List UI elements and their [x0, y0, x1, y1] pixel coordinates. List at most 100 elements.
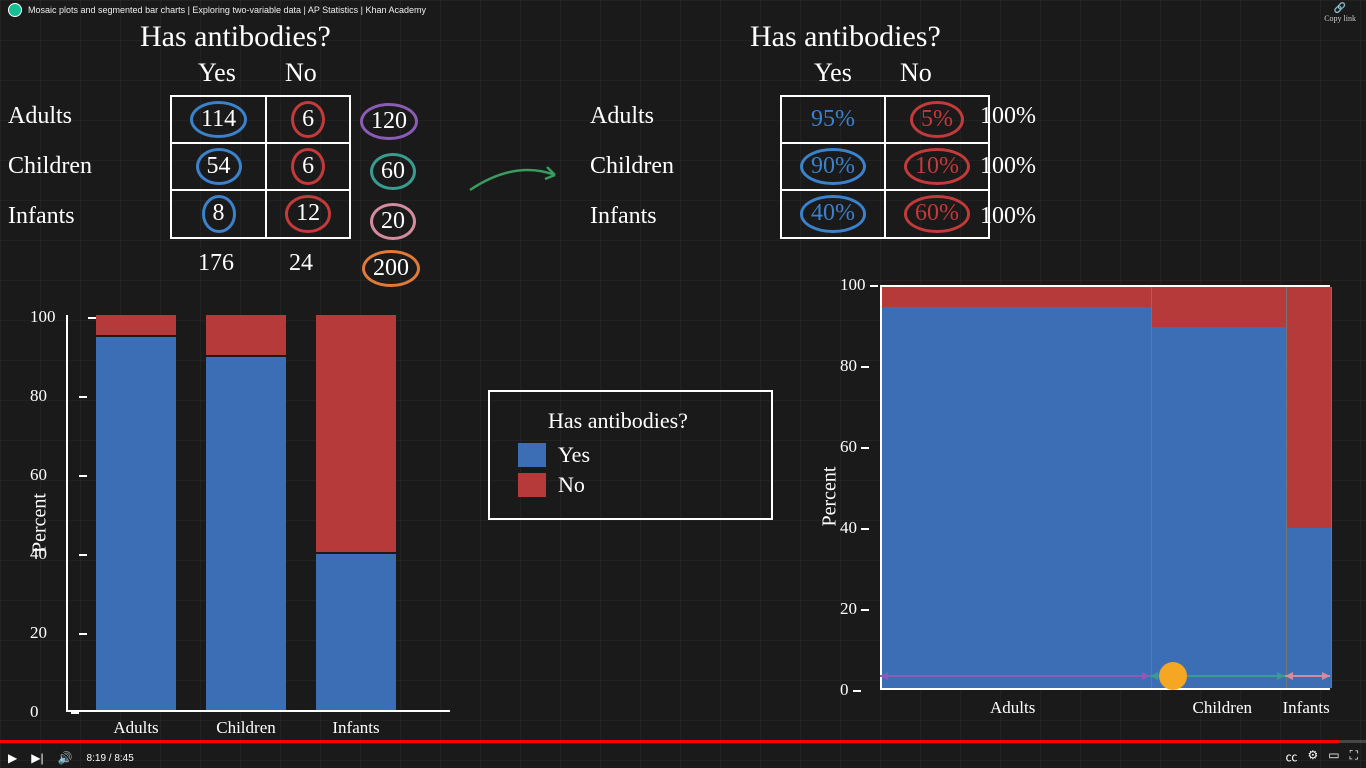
pct-rowtotal-1: 100%: [980, 153, 1036, 180]
left-col-no: No: [285, 58, 317, 88]
percent-table: 95% 5% 90% 10% 40% 60%: [780, 95, 990, 239]
mosaic-area: [880, 285, 1330, 690]
legend-swatch-yes: [518, 443, 546, 467]
captions-button[interactable]: ㏄: [1285, 748, 1297, 765]
seg-ytick: 80: [30, 386, 47, 406]
cell-children-yes: 54: [196, 148, 242, 185]
seg-bar: [316, 315, 396, 710]
right-row-adults: Adults: [590, 103, 654, 130]
rowtotal-adults: 120: [360, 103, 418, 140]
timestamp: 8:19 / 8:45: [87, 753, 134, 764]
right-col-no: No: [900, 58, 932, 88]
right-col-yes: Yes: [814, 58, 852, 88]
left-row-children: Children: [8, 153, 92, 180]
video-title-bar: Mosaic plots and segmented bar charts | …: [0, 0, 1366, 20]
play-button[interactable]: ▶: [8, 751, 17, 765]
mosaic-no: [1152, 287, 1286, 327]
mosaic-yes: [1287, 528, 1331, 688]
arrow-right-icon: [465, 155, 565, 205]
khan-academy-logo-icon: [8, 3, 22, 17]
legend-label-yes: Yes: [558, 442, 590, 468]
left-row-infants: Infants: [8, 203, 75, 230]
cell-children-no: 6: [291, 148, 325, 185]
mosaic-no: [1287, 287, 1331, 528]
right-row-children: Children: [590, 153, 674, 180]
settings-button[interactable]: ⚙: [1307, 748, 1318, 765]
seg-bar: [96, 315, 176, 710]
mosaic-ytick: 60: [840, 437, 857, 457]
seg-y-axis: [66, 315, 68, 712]
grandtotal: 200: [362, 250, 420, 287]
segmented-bar-chart: Percent 020406080100AdultsChildrenInfant…: [10, 315, 450, 730]
legend-item-yes: Yes: [518, 442, 743, 468]
progress-fill: [0, 740, 1339, 743]
pct-adults-yes: 95%: [811, 106, 855, 132]
seg-bar-yes: [316, 552, 396, 710]
seg-bar-no: [206, 315, 286, 355]
seg-ytick: 60: [30, 465, 47, 485]
coltotal-yes: 176: [198, 250, 234, 277]
seg-x-axis: [66, 710, 450, 712]
mosaic-xlabel: Infants: [1283, 698, 1330, 718]
seg-xlabel: Infants: [332, 718, 379, 738]
mosaic-col: [1287, 287, 1332, 688]
left-row-adults: Adults: [8, 103, 72, 130]
progress-bar[interactable]: [0, 740, 1366, 743]
pct-children-yes: 90%: [800, 148, 866, 185]
mosaic-width-arrow: [880, 675, 1150, 677]
seg-bar-no: [96, 315, 176, 335]
mosaic-yes: [1152, 327, 1286, 688]
copy-link-label: Copy link: [1324, 14, 1356, 23]
legend-box: Has antibodies? Yes No: [488, 390, 773, 520]
seg-bar-yes: [206, 355, 286, 711]
pct-children-no: 10%: [904, 148, 970, 185]
seg-xlabel: Adults: [113, 718, 158, 738]
mosaic-width-arrow: [1285, 675, 1330, 677]
right-row-infants: Infants: [590, 203, 657, 230]
video-title: Mosaic plots and segmented bar charts | …: [28, 5, 426, 15]
mosaic-ylabel: Percent: [818, 467, 841, 527]
right-table-title: Has antibodies?: [750, 20, 941, 54]
cell-adults-yes: 114: [190, 101, 247, 138]
mosaic-yes: [882, 307, 1151, 688]
seg-bar-yes: [96, 335, 176, 710]
mosaic-ytick: 40: [840, 518, 857, 538]
mosaic-xlabel: Adults: [990, 698, 1035, 718]
mosaic-ytick: 80: [840, 356, 857, 376]
mosaic-col: [1152, 287, 1287, 688]
counts-table: 114 6 54 6 8 12: [170, 95, 351, 239]
seg-ytick: 100: [30, 307, 56, 327]
cell-infants-no: 12: [285, 195, 331, 232]
pct-rowtotal-0: 100%: [980, 103, 1036, 130]
pct-rowtotal-2: 100%: [980, 203, 1036, 230]
seg-bar: [206, 315, 286, 710]
miniplayer-button[interactable]: ▭: [1328, 748, 1339, 765]
cell-infants-yes: 8: [202, 195, 236, 232]
fullscreen-button[interactable]: ⛶: [1350, 748, 1358, 765]
seg-ytick: 0: [30, 702, 39, 722]
pct-adults-no: 5%: [910, 101, 964, 138]
legend-item-no: No: [518, 472, 743, 498]
volume-button[interactable]: 🔊: [58, 751, 73, 765]
seg-ytick: 40: [30, 544, 47, 564]
pct-infants-yes: 40%: [800, 195, 866, 232]
rowtotal-infants: 20: [370, 203, 416, 240]
seg-xlabel: Children: [216, 718, 276, 738]
mosaic-xlabel: Children: [1193, 698, 1253, 718]
mosaic-ytick: 0: [840, 680, 849, 700]
mosaic-ytick: 100: [840, 275, 866, 295]
mosaic-no: [882, 287, 1151, 307]
video-player-bar: ▶ ▶| 🔊 8:19 / 8:45 ㏄ ⚙ ▭ ⛶: [0, 740, 1366, 768]
coltotal-no: 24: [289, 250, 313, 277]
pct-infants-no: 60%: [904, 195, 970, 232]
copy-link-button[interactable]: 🔗 Copy link: [1324, 4, 1356, 24]
seg-bar-no: [316, 315, 396, 552]
next-button[interactable]: ▶|: [31, 751, 43, 765]
legend-label-no: No: [558, 472, 585, 498]
legend-title: Has antibodies?: [548, 408, 743, 434]
mosaic-ytick: 20: [840, 599, 857, 619]
seg-ytick: 20: [30, 623, 47, 643]
link-icon: 🔗: [1324, 4, 1356, 14]
mosaic-plot: Percent 0 20 40 60 80 100 Adults Children Infant…: [820, 275, 1360, 725]
left-table-title: Has antibodies?: [140, 20, 331, 54]
